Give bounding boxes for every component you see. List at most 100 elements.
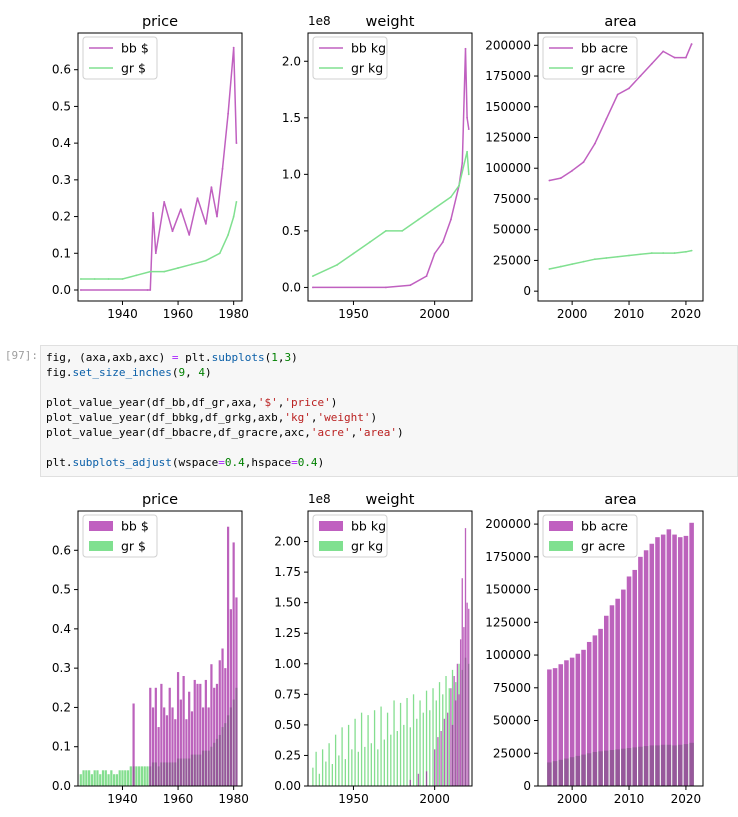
data-point bbox=[196, 197, 199, 200]
code-token: ) bbox=[317, 456, 325, 469]
bar bbox=[157, 727, 160, 786]
data-point bbox=[218, 252, 221, 255]
bar bbox=[168, 687, 171, 786]
code-token: subplots_adjust bbox=[72, 456, 172, 469]
y-tick-label: 0.75 bbox=[274, 687, 301, 701]
code-token: ) bbox=[291, 351, 298, 364]
y-tick-label: 0 bbox=[523, 779, 531, 793]
code-token: 0.4 bbox=[224, 456, 245, 469]
data-point bbox=[662, 50, 665, 53]
x-tick-label: 2000 bbox=[557, 792, 588, 806]
bar bbox=[412, 694, 415, 786]
bar bbox=[390, 734, 392, 786]
bar bbox=[113, 774, 116, 786]
code-token: 0.4 bbox=[297, 456, 318, 469]
bar bbox=[468, 608, 470, 786]
code-cell[interactable]: [97]: fig, (axa,axb,axc) = plt.subplots(… bbox=[0, 345, 738, 477]
data-point bbox=[235, 142, 238, 145]
bar bbox=[190, 711, 194, 786]
y-tick-label: 1.75 bbox=[274, 565, 301, 579]
code-line: plot_value_year(df_bb,df_gr,axa,'$','pri… bbox=[46, 395, 732, 410]
bar bbox=[558, 664, 564, 786]
axes-frame bbox=[307, 32, 473, 302]
y-tick-label: 0.4 bbox=[52, 622, 71, 636]
y-tick-label: 50000 bbox=[493, 714, 531, 728]
bar bbox=[221, 648, 224, 786]
data-point bbox=[227, 112, 230, 115]
bar bbox=[226, 526, 230, 786]
data-point bbox=[639, 75, 642, 77]
code-token: (wspace bbox=[171, 456, 219, 469]
data-point bbox=[605, 257, 608, 259]
bar bbox=[334, 734, 337, 786]
bar bbox=[383, 739, 385, 786]
data-point bbox=[204, 259, 207, 262]
y-tick-label: 0.2 bbox=[52, 700, 71, 714]
legend-swatch bbox=[89, 521, 113, 531]
code-token: = bbox=[218, 456, 225, 469]
bar bbox=[552, 668, 558, 786]
x-tick-label: 2000 bbox=[419, 792, 450, 806]
bar bbox=[85, 770, 88, 786]
y-tick-label: 175000 bbox=[485, 550, 531, 564]
legend: bb kg gr kg bbox=[312, 36, 388, 80]
bar bbox=[235, 597, 238, 786]
data-point bbox=[441, 241, 444, 244]
x-tick-label: 2000 bbox=[419, 307, 450, 321]
axis-offset-label: 1e8 bbox=[308, 492, 331, 506]
data-point bbox=[593, 142, 596, 145]
data-point bbox=[149, 289, 152, 291]
bar bbox=[677, 537, 683, 786]
bar bbox=[377, 749, 379, 786]
x-tick-label: 1960 bbox=[163, 307, 194, 321]
data-point bbox=[571, 169, 574, 172]
x-tick-label: 1940 bbox=[107, 792, 138, 806]
bar bbox=[615, 598, 620, 786]
y-tick-label: 0.6 bbox=[52, 543, 71, 557]
legend-swatch bbox=[549, 521, 573, 531]
data-point bbox=[191, 263, 193, 266]
data-point bbox=[311, 286, 314, 289]
bar bbox=[163, 707, 166, 786]
bar bbox=[672, 534, 677, 786]
code-line bbox=[46, 380, 732, 395]
y-tick-label: 100000 bbox=[485, 648, 531, 662]
bar bbox=[188, 691, 191, 786]
x-tick-label: 1940 bbox=[107, 307, 138, 321]
chart-bottom-area: 2000 2010 2020 0 25000 50000 75000 100000 125000… bbox=[485, 492, 704, 806]
bar bbox=[357, 751, 359, 786]
bar bbox=[204, 679, 207, 786]
data-point bbox=[628, 254, 630, 257]
bar bbox=[79, 774, 82, 786]
code-token: , bbox=[277, 351, 285, 364]
code-editor[interactable]: fig, (axa,axb,axc) = plt.subplots(1,3) fi… bbox=[40, 345, 738, 477]
bar bbox=[338, 755, 340, 786]
bar bbox=[104, 770, 107, 786]
bar bbox=[592, 635, 598, 786]
x-tick-label: 2010 bbox=[614, 307, 645, 321]
data-point bbox=[221, 167, 224, 170]
bar bbox=[213, 687, 216, 786]
data-point bbox=[548, 179, 551, 182]
code-token: ) bbox=[370, 411, 378, 424]
chart-bottom-weight: 1950 2000 0.00 0.25 0.50 0.75 1.00 1.25 1.50 1.75… bbox=[274, 492, 473, 806]
bar bbox=[626, 576, 632, 786]
bar bbox=[118, 770, 121, 786]
code-token: ) bbox=[330, 396, 338, 409]
code-token: , bbox=[310, 411, 318, 424]
data-point bbox=[461, 162, 464, 164]
data-point bbox=[433, 207, 436, 210]
chart-bottom-price: 1940 1960 1980 0.0 0.1 0.2 0.3 0.4 0.5 0.6 price bb… bbox=[52, 492, 249, 806]
data-point bbox=[571, 263, 574, 266]
bar bbox=[461, 578, 463, 786]
bar bbox=[328, 743, 330, 786]
bar bbox=[207, 707, 210, 786]
axes-frame bbox=[77, 32, 243, 302]
bar bbox=[425, 690, 428, 786]
y-tick-label: 0.1 bbox=[52, 740, 71, 754]
data-point bbox=[449, 196, 452, 198]
code-token: fig, (axa,axb,axc) bbox=[46, 351, 172, 364]
y-tick-label: 0.0 bbox=[52, 283, 71, 297]
bar bbox=[393, 700, 395, 786]
code-token: 1 bbox=[271, 351, 278, 364]
